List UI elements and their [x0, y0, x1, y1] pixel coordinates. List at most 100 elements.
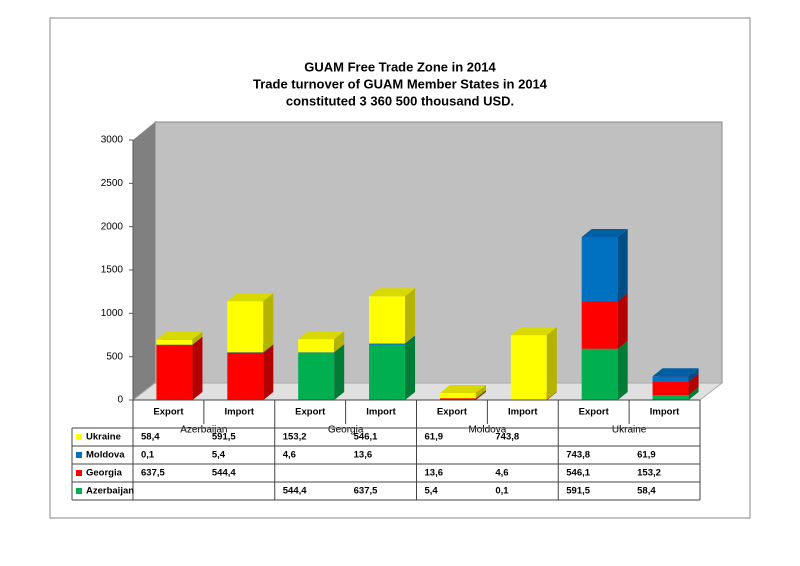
bar-side [688, 386, 699, 400]
bar [581, 348, 618, 400]
category-label: Export [153, 407, 184, 418]
bar-side [334, 331, 345, 353]
table-value: 0,1 [495, 486, 509, 497]
bar-side [617, 293, 628, 349]
table-value: 13,6 [425, 468, 444, 479]
table-value: 743,8 [495, 432, 519, 443]
chart-title: GUAM Free Trade Zone in 2014 [304, 59, 496, 74]
group-label: Georgia [328, 425, 364, 436]
table-value: 0,1 [141, 450, 155, 461]
legend-label: Azerbaijan [86, 486, 134, 497]
bar-top [156, 331, 203, 340]
bar [298, 352, 335, 400]
bar-side [263, 293, 274, 353]
table-value: 5,4 [212, 450, 226, 461]
y-tick-label: 500 [106, 351, 123, 362]
legend-label: Georgia [86, 468, 123, 479]
bar-side [546, 391, 557, 400]
bar-side [546, 391, 557, 400]
bar [439, 392, 476, 399]
side-wall [133, 122, 155, 400]
bar-side [192, 336, 203, 400]
category-label: Import [366, 407, 396, 418]
y-tick-label: 0 [117, 395, 123, 406]
bar-top [652, 368, 699, 377]
y-tick-label: 2000 [101, 221, 124, 232]
group-label: Moldova [468, 425, 506, 436]
bar-side [192, 336, 203, 345]
bar [439, 398, 476, 400]
table-value: 546,1 [566, 468, 590, 479]
bar-side [192, 331, 203, 345]
bar [652, 394, 689, 400]
bar [298, 339, 335, 353]
bar [652, 381, 689, 395]
table-value: 58,4 [141, 432, 160, 443]
bar [227, 301, 264, 353]
legend-label: Ukraine [86, 432, 121, 443]
table-value: 5,4 [425, 486, 439, 497]
bar [581, 301, 618, 349]
bar-top [581, 228, 628, 237]
chart-title: constituted 3 360 500 thousand USD. [286, 93, 514, 108]
y-tick-label: 2500 [101, 178, 124, 189]
bar-side [263, 344, 274, 353]
legend-key [76, 488, 82, 494]
category-label: Export [295, 407, 326, 418]
category-label: Export [579, 407, 610, 418]
bar-side [475, 384, 486, 399]
table-value: 637,5 [141, 468, 165, 479]
bar [156, 339, 193, 345]
bar-side [688, 368, 699, 382]
floor [131, 382, 724, 401]
table-value: 544,4 [212, 468, 236, 479]
y-tick-label: 1500 [101, 265, 124, 276]
bar-top [227, 293, 274, 302]
bar [510, 335, 547, 400]
legend-key [76, 452, 82, 458]
table-value: 61,9 [637, 450, 656, 461]
bar-side [405, 336, 416, 400]
bar-top [369, 288, 416, 297]
bar-side [405, 335, 416, 345]
bar-side [334, 344, 345, 400]
chart-title: Trade turnover of GUAM Member States in … [253, 76, 548, 91]
y-tick-label: 1000 [101, 308, 124, 319]
bar [369, 296, 406, 344]
table-value: 743,8 [566, 450, 590, 461]
table-value: 153,2 [637, 468, 661, 479]
bar-side [475, 391, 486, 400]
bar-side [617, 228, 628, 302]
category-label: Import [650, 407, 680, 418]
bar [369, 343, 406, 345]
category-label: Export [437, 407, 468, 418]
bar-side [546, 327, 557, 400]
bar-top [439, 384, 486, 393]
table-value: 58,4 [637, 486, 656, 497]
table-value: 4,6 [283, 450, 296, 461]
legend-label: Moldova [86, 450, 125, 461]
table-value: 591,5 [566, 486, 590, 497]
category-label: Import [225, 407, 255, 418]
legend-key [76, 470, 82, 476]
table-value: 544,4 [283, 486, 307, 497]
table-value: 4,6 [495, 468, 508, 479]
legend-key [76, 434, 82, 440]
table-value: 591,5 [212, 432, 236, 443]
group-label: Ukraine [612, 425, 647, 436]
bar-side [617, 340, 628, 400]
table-value: 13,6 [354, 450, 373, 461]
bar-side [263, 344, 274, 400]
group-label: Azerbaijan [180, 425, 227, 436]
bar-side [334, 344, 345, 353]
bar [581, 236, 618, 302]
bar [227, 352, 264, 400]
bar-top [510, 327, 557, 336]
y-tick-label: 3000 [101, 135, 124, 146]
bar-side [405, 288, 416, 344]
bar-side [475, 390, 486, 400]
bar [156, 344, 193, 400]
table-value: 61,9 [425, 432, 444, 443]
table-value: 153,2 [283, 432, 307, 443]
